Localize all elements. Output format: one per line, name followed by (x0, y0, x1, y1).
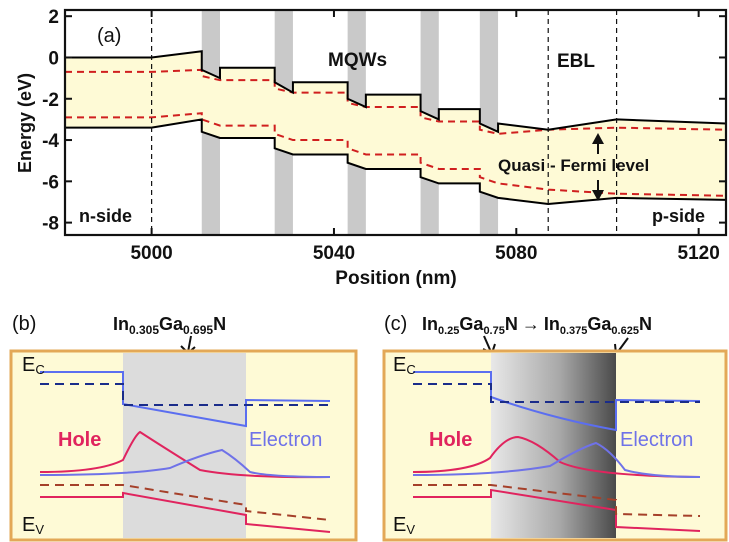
conduction-band-curve (65, 50, 727, 134)
valence-band-edge (40, 491, 331, 533)
ec-label: EC (22, 354, 45, 377)
y-tick-label: 0 (48, 48, 59, 69)
hole-quasi-fermi-level (413, 484, 701, 517)
p-side-label: p-side (652, 206, 705, 226)
panel-c: (c) In0.25Ga0.75N → In0.375Ga0.625N EC EV … (382, 313, 728, 542)
valence-band-edge (413, 488, 701, 532)
x-tick-label: 5080 (495, 243, 537, 264)
panel-a: 5000 5040 5080 5120 2 0 -2 -4 -6 -8 (a) MQWs EBL… (15, 7, 728, 289)
hole-wavefunction (39, 430, 331, 479)
plot-frame (63, 8, 728, 237)
x-tick-label: 5040 (313, 243, 355, 264)
x-axis-label: Position (nm) (335, 268, 456, 289)
panel-b-composition: In0.305Ga0.695N (113, 314, 226, 337)
hole-label: Hole (58, 429, 101, 451)
y-tick-label: 2 (48, 7, 59, 28)
ev-label: EV (22, 514, 44, 537)
ebl-label: EBL (557, 51, 595, 72)
x-tick-label: 5000 (130, 243, 172, 264)
electron-label: Electron (249, 429, 322, 451)
electron-quasi-fermi-level (413, 383, 700, 403)
x-tick-label: 5120 (678, 243, 720, 264)
valence-band-curve (65, 118, 727, 206)
ec-label: EC (393, 354, 416, 377)
conduction-band-edge (40, 371, 331, 428)
band-diagram (65, 50, 727, 206)
quantum-well-region (123, 353, 246, 538)
electron-wavefunction (39, 448, 331, 478)
panel-c-composition: In0.25Ga0.75N → In0.375Ga0.625N (422, 314, 652, 337)
y-tick-label: -4 (42, 131, 59, 152)
electron-label: Electron (620, 429, 693, 451)
y-axis-label: Energy (eV) (15, 73, 35, 173)
y-tick-label: -2 (42, 90, 59, 111)
hole-wavefunction (412, 435, 701, 478)
panel-b: (b) In0.305Ga0.695N EC EV Hole Electron (9, 313, 358, 542)
y-axis-ticks: 2 0 -2 -4 -6 -8 (42, 7, 726, 235)
qw-bar-5 (479, 10, 499, 235)
band-gap-fill (65, 51, 726, 205)
panel-a-label: (a) (97, 25, 121, 47)
hole-label: Hole (429, 429, 472, 451)
x-axis-ticks: 5000 5040 5080 5120 (130, 10, 720, 264)
y-tick-label: -8 (42, 214, 59, 235)
quasi-fermi-arrows (592, 133, 604, 201)
ev-label: EV (393, 514, 415, 537)
electron-quasi-fermi-curve (65, 112, 727, 197)
graded-quantum-well-region (491, 353, 616, 538)
mqws-label: MQWs (328, 50, 387, 71)
n-side-label: n-side (79, 206, 132, 226)
y-tick-label: -6 (42, 172, 59, 193)
hole-quasi-fermi-curve (65, 68, 727, 135)
hole-quasi-fermi-level (40, 484, 331, 521)
panel-c-label: (c) (384, 313, 407, 335)
boundary-lines (151, 10, 618, 235)
quasi-fermi-label: Quasi - Fermi level (498, 156, 649, 175)
electron-wavefunction (412, 441, 701, 478)
panel-b-label: (b) (12, 313, 36, 335)
electron-quasi-fermi-level (40, 383, 330, 406)
